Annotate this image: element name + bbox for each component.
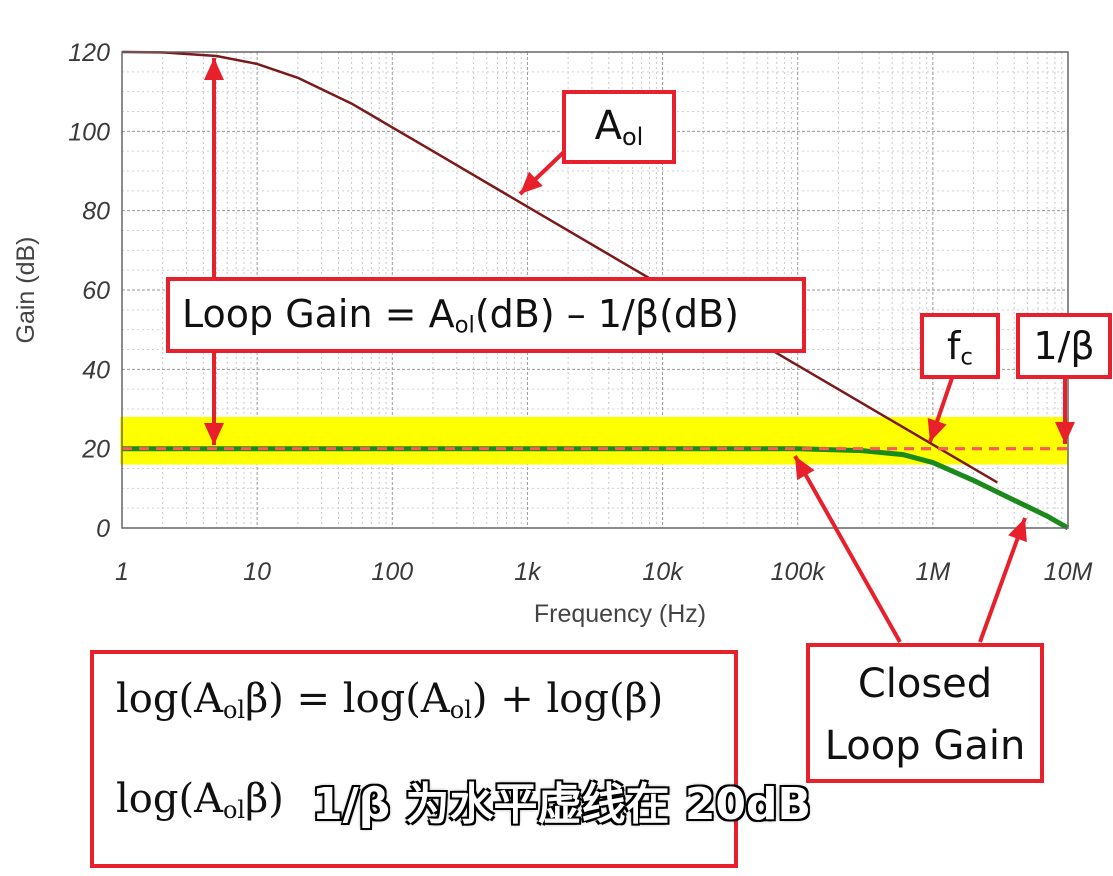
y-tick-label: 0 <box>96 515 110 543</box>
eq1-part-c: ) + log(β) <box>471 676 664 722</box>
x-tick-label: 1M <box>915 558 950 586</box>
aol-label-box: Aol <box>562 90 676 164</box>
subtitle-caption: 1/β 为水平虚线在 20dB <box>312 779 812 830</box>
closed-loop-label-line1: Closed <box>857 661 993 707</box>
tick-labels: 1 10 100 1k 10k 100k 1M 10M 0 20 40 60 80 100 120 <box>68 39 1092 586</box>
loop-gain-formula-box: Loop Gain = Aol(dB) – 1/β(dB) <box>166 277 806 353</box>
eq1-sub-1: ol <box>222 696 246 724</box>
closed-loop-gain-box: Closed Loop Gain <box>806 643 1044 783</box>
fc-label-sub: c <box>960 344 973 371</box>
fc-pointer-arrow-head <box>927 417 947 442</box>
loop-gain-arrow-up-head <box>204 58 224 80</box>
loop-gain-sub: ol <box>454 312 475 339</box>
plot-frame <box>121 51 1069 529</box>
axes <box>121 51 1069 529</box>
x-tick-label: 1k <box>514 558 542 586</box>
inverse-beta-label-box: 1/β <box>1016 313 1112 379</box>
y-tick-label: 80 <box>82 198 110 226</box>
eq1-sub-2: ol <box>449 696 472 724</box>
y-tick-label: 100 <box>68 118 110 146</box>
x-tick-label: 10k <box>642 558 684 586</box>
x-axis-label: Frequency (Hz) <box>534 600 706 628</box>
equation-line-1: log(Aolβ) = log(Aol) + log(β) <box>116 676 734 776</box>
aol-label: A <box>594 103 622 149</box>
inverse-beta-pointer-arrow-head <box>1055 422 1075 444</box>
closed-loop-pointer-arrow-1-head <box>795 456 815 481</box>
x-tick-label: 100 <box>371 558 413 586</box>
x-tick-label: 1 <box>115 558 129 586</box>
equation-line-2: log(Aolβ) <box>116 776 734 876</box>
y-tick-label: 60 <box>82 277 110 305</box>
log-equations-box: log(Aolβ) = log(Aol) + log(β) log(Aolβ) <box>90 650 738 868</box>
annotation-arrows <box>204 58 1075 643</box>
eq2-part-a: log(A <box>116 776 223 822</box>
loop-gain-arrow-down-head <box>204 423 224 445</box>
closed-loop-label-line2: Loop Gain <box>824 723 1026 769</box>
x-tick-label: 10M <box>1044 558 1093 586</box>
aol-label-sub: ol <box>622 123 644 151</box>
x-tick-label: 100k <box>771 558 827 586</box>
y-axis-label: Gain (dB) <box>12 237 40 344</box>
closed-loop-pointer-arrow-2-head <box>1008 518 1027 543</box>
eq1-part-b: β) = log(A <box>245 676 450 722</box>
inverse-beta-label: 1/β <box>1033 324 1095 368</box>
fc-label-box: fc <box>920 313 1000 379</box>
eq2-sub-1: ol <box>222 796 246 824</box>
eq1-part-a: log(A <box>116 676 223 722</box>
y-tick-label: 120 <box>68 39 110 67</box>
y-tick-label: 20 <box>81 436 110 464</box>
series-layer <box>121 50 1070 531</box>
closed-loop-pointer-arrow-1 <box>793 455 902 643</box>
x-tick-label: 10 <box>243 558 271 586</box>
y-tick-label: 40 <box>82 356 110 384</box>
loop-gain-text-b: (dB) – 1/β(dB) <box>474 292 739 336</box>
fc-label: f <box>947 324 961 368</box>
series-line-aol <box>121 50 998 484</box>
eq2-part-b: β) <box>245 776 284 822</box>
loop-gain-text-a: Loop Gain = A <box>182 292 455 336</box>
aol-pointer-arrow-head <box>520 171 543 194</box>
